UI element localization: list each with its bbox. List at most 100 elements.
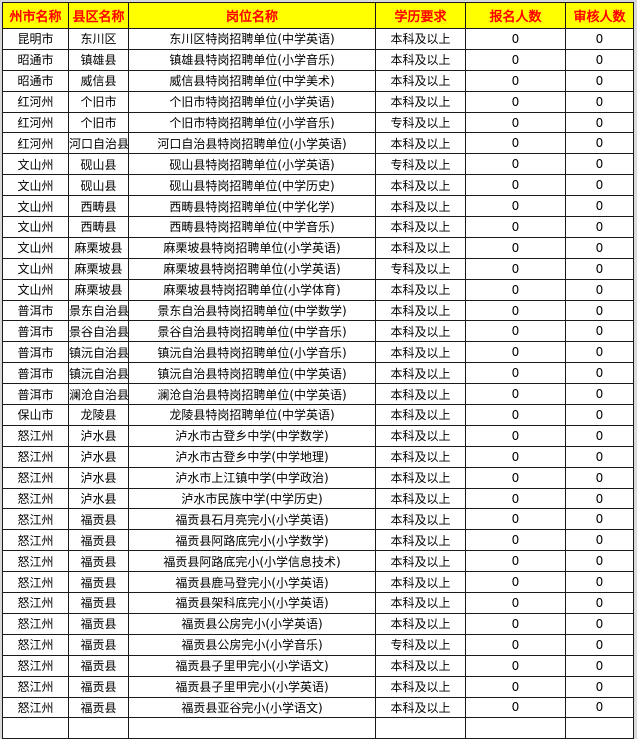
cell-education: 专科及以上 bbox=[375, 257, 466, 280]
cell-prefecture: 昆明市 bbox=[2, 28, 69, 50]
cell-reviewed: 0 bbox=[565, 257, 634, 280]
cell-position: 福贡县阿路底完小(小学信息技术) bbox=[128, 550, 376, 573]
cell-education: 本科及以上 bbox=[375, 424, 466, 447]
cell-position: 福贡县架科底完小(小学英语) bbox=[128, 592, 376, 614]
table-row: 红河州 个旧市 个旧市特岗招聘单位(小学音乐) 专科及以上 0 0 bbox=[2, 111, 634, 134]
cell-position: 福贡县石月亮完小(小学英语) bbox=[128, 508, 376, 531]
cell-education: 本科及以上 bbox=[375, 592, 466, 614]
cell-position: 福贡县鹿马登完小(小学英语) bbox=[128, 571, 376, 594]
cell-education: 本科及以上 bbox=[375, 654, 466, 677]
cell-applicants: 0 bbox=[465, 195, 566, 218]
cell-reviewed: 0 bbox=[565, 675, 634, 698]
table-row: 昭通市 镇雄县 镇雄县特岗招聘单位(小学音乐) 本科及以上 0 0 bbox=[2, 48, 634, 71]
cell-education: 专科及以上 bbox=[375, 633, 466, 656]
cell-applicants-empty bbox=[465, 717, 566, 739]
cell-position: 福贡县子里甲完小(小学英语) bbox=[128, 675, 376, 698]
table-row: 怒江州 福贡县 福贡县公房完小(小学英语) 本科及以上 0 0 bbox=[2, 612, 634, 635]
cell-county: 西畴县 bbox=[68, 195, 129, 218]
cell-prefecture: 文山州 bbox=[2, 236, 69, 259]
cell-county: 河口自治县 bbox=[68, 132, 129, 155]
cell-education: 本科及以上 bbox=[375, 195, 466, 218]
cell-reviewed: 0 bbox=[565, 424, 634, 447]
cell-position: 福贡县公房完小(小学英语) bbox=[128, 612, 376, 635]
cell-county: 个旧市 bbox=[68, 111, 129, 134]
table-row: 怒江州 福贡县 福贡县子里甲完小(小学语文) 本科及以上 0 0 bbox=[2, 654, 634, 677]
table-row: 怒江州 泸水县 泸水市民族中学(中学历史) 本科及以上 0 0 bbox=[2, 487, 634, 510]
cell-prefecture: 文山州 bbox=[2, 278, 69, 301]
cell-applicants: 0 bbox=[465, 424, 566, 447]
cell-education: 本科及以上 bbox=[375, 278, 466, 301]
cell-county: 砚山县 bbox=[68, 174, 129, 197]
cell-position: 景谷自治县特岗招聘单位(中学音乐) bbox=[128, 320, 376, 343]
column-header-prefecture: 州市名称 bbox=[2, 2, 69, 29]
cell-reviewed: 0 bbox=[565, 236, 634, 259]
cell-education: 本科及以上 bbox=[375, 696, 466, 719]
table-row: 怒江州 泸水县 泸水市古登乡中学(中学数学) 本科及以上 0 0 bbox=[2, 424, 634, 447]
cell-position: 龙陵县特岗招聘单位(中学英语) bbox=[128, 404, 376, 426]
cell-position: 麻栗坡县特岗招聘单位(小学体育) bbox=[128, 278, 376, 301]
cell-county: 泸水县 bbox=[68, 445, 129, 468]
cell-county: 麻栗坡县 bbox=[68, 236, 129, 259]
cell-prefecture: 红河州 bbox=[2, 111, 69, 134]
cell-county: 福贡县 bbox=[68, 508, 129, 531]
cell-reviewed: 0 bbox=[565, 529, 634, 552]
cell-applicants: 0 bbox=[465, 111, 566, 134]
cell-position: 东川区特岗招聘单位(中学英语) bbox=[128, 28, 376, 50]
cell-county: 东川区 bbox=[68, 28, 129, 50]
cell-reviewed-empty bbox=[565, 717, 634, 739]
cell-applicants: 0 bbox=[465, 278, 566, 301]
cell-position: 镇沅自治县特岗招聘单位(小学音乐) bbox=[128, 341, 376, 364]
table-row: 怒江州 福贡县 福贡县子里甲完小(小学英语) 本科及以上 0 0 bbox=[2, 675, 634, 698]
cell-prefecture: 昭通市 bbox=[2, 48, 69, 71]
cell-education: 本科及以上 bbox=[375, 612, 466, 635]
cell-reviewed: 0 bbox=[565, 633, 634, 656]
cell-education: 本科及以上 bbox=[375, 299, 466, 322]
table-row: 保山市 龙陵县 龙陵县特岗招聘单位(中学英语) 本科及以上 0 0 bbox=[2, 404, 634, 426]
cell-reviewed: 0 bbox=[565, 696, 634, 719]
table-row: 普洱市 景谷自治县 景谷自治县特岗招聘单位(中学音乐) 本科及以上 0 0 bbox=[2, 320, 634, 343]
cell-county: 威信县 bbox=[68, 69, 129, 92]
table-row: 怒江州 福贡县 福贡县阿路底完小(小学信息技术) 本科及以上 0 0 bbox=[2, 550, 634, 573]
table-row: 怒江州 福贡县 福贡县石月亮完小(小学英语) 本科及以上 0 0 bbox=[2, 508, 634, 531]
cell-county: 个旧市 bbox=[68, 90, 129, 113]
cell-prefecture: 怒江州 bbox=[2, 508, 69, 531]
cell-reviewed: 0 bbox=[565, 320, 634, 343]
cell-position: 泸水市上江镇中学(中学政治) bbox=[128, 466, 376, 489]
cell-prefecture: 怒江州 bbox=[2, 696, 69, 719]
cell-applicants: 0 bbox=[465, 383, 566, 406]
cell-applicants: 0 bbox=[465, 466, 566, 489]
cell-county: 福贡县 bbox=[68, 654, 129, 677]
cell-applicants: 0 bbox=[465, 153, 566, 176]
table-row: 怒江州 泸水县 泸水市上江镇中学(中学政治) 本科及以上 0 0 bbox=[2, 466, 634, 489]
cell-education: 专科及以上 bbox=[375, 153, 466, 176]
cell-county: 福贡县 bbox=[68, 550, 129, 573]
column-header-applicants: 报名人数 bbox=[465, 2, 566, 29]
cell-applicants: 0 bbox=[465, 362, 566, 385]
cell-education-empty bbox=[375, 717, 466, 739]
cell-reviewed: 0 bbox=[565, 48, 634, 71]
table-row-partial bbox=[2, 717, 634, 739]
cell-reviewed: 0 bbox=[565, 28, 634, 50]
cell-county: 福贡县 bbox=[68, 612, 129, 635]
cell-position-empty bbox=[128, 717, 376, 739]
table-row: 文山州 砚山县 砚山县特岗招聘单位(中学历史) 本科及以上 0 0 bbox=[2, 174, 634, 197]
cell-education: 本科及以上 bbox=[375, 341, 466, 364]
cell-position: 福贡县亚谷完小(小学语文) bbox=[128, 696, 376, 719]
cell-county: 龙陵县 bbox=[68, 404, 129, 426]
cell-reviewed: 0 bbox=[565, 466, 634, 489]
cell-education: 本科及以上 bbox=[375, 216, 466, 238]
cell-prefecture: 怒江州 bbox=[2, 424, 69, 447]
cell-position: 镇雄县特岗招聘单位(小学音乐) bbox=[128, 48, 376, 71]
cell-reviewed: 0 bbox=[565, 487, 634, 510]
cell-position: 个旧市特岗招聘单位(小学音乐) bbox=[128, 111, 376, 134]
table-row: 昆明市 东川区 东川区特岗招聘单位(中学英语) 本科及以上 0 0 bbox=[2, 28, 634, 50]
cell-county: 澜沧自治县 bbox=[68, 383, 129, 406]
cell-education: 本科及以上 bbox=[375, 174, 466, 197]
cell-reviewed: 0 bbox=[565, 404, 634, 426]
cell-applicants: 0 bbox=[465, 257, 566, 280]
cell-prefecture: 怒江州 bbox=[2, 612, 69, 635]
cell-education: 本科及以上 bbox=[375, 362, 466, 385]
cell-position: 福贡县公房完小(小学音乐) bbox=[128, 633, 376, 656]
cell-prefecture: 普洱市 bbox=[2, 341, 69, 364]
